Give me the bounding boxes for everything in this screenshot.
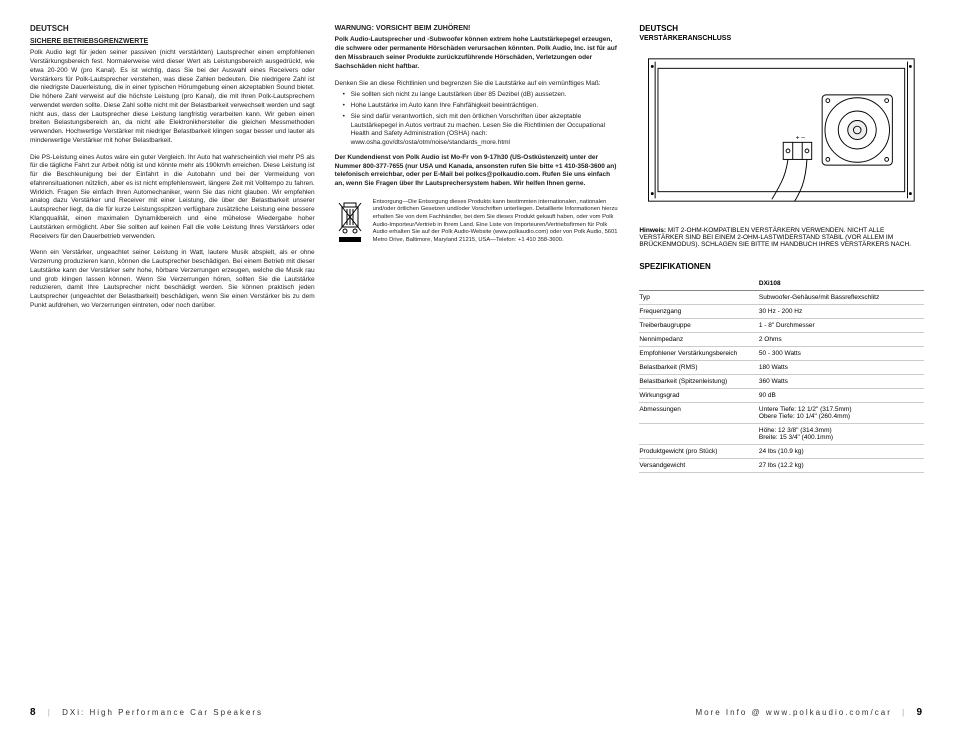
footer-right: More Info @ www.polkaudio.com/car | 9 (695, 707, 924, 718)
spec-value: 50 - 300 Watts (759, 347, 924, 361)
list-item: Hohe Lautstärke im Auto kann Ihre Fahrfä… (343, 102, 620, 111)
list-item: Sie sollten sich nicht zu lange Lautstär… (343, 91, 620, 100)
service-text: Der Kundendienst von Polk Audio ist Mo-F… (335, 154, 620, 189)
weee-icon (335, 199, 365, 263)
model-header: DXi108 (759, 277, 924, 291)
warning-text: Polk Audio-Lautsprecher und -Subwoofer k… (335, 36, 620, 71)
table-row: Frequenzgang30 Hz - 200 Hz (639, 305, 924, 319)
table-row: Höhe: 12 3/8" (314.3mm) Breite: 15 3/4" … (639, 424, 924, 445)
column-2: Warnung: Vorsicht beim Zuhören! Polk Aud… (335, 24, 620, 473)
column-3: Deutsch Verstärkeranschluss (639, 24, 924, 473)
bullet-list: Sie sollten sich nicht zu lange Lautstär… (335, 91, 620, 148)
footer-url: More Info @ www.polkaudio.com/car (695, 708, 891, 717)
disposal-block: Entsorgung—Die Entsorgung dieses Produkt… (335, 199, 620, 263)
body-text: Die PS-Leistung eines Autos wäre ein gut… (30, 154, 315, 242)
body-text: Wenn ein Verstärker, ungeachtet seiner L… (30, 249, 315, 310)
table-row: Belastbarkeit (RMS)180 Watts (639, 361, 924, 375)
note-label: Hinweis: (639, 227, 666, 234)
spec-key: Frequenzgang (639, 305, 759, 319)
column-1: Deutsch Sichere Betriebsgrenzwerte Polk … (30, 24, 315, 473)
page-number-right: 9 (916, 707, 924, 718)
spec-key: Nennimpedanz (639, 333, 759, 347)
body-text: Polk Audio legt für jeden seiner passive… (30, 49, 315, 145)
spec-key: Versandgewicht (639, 459, 759, 473)
section-heading: Verstärkeranschluss (639, 35, 924, 42)
spec-value: 27 lbs (12.2 kg) (759, 459, 924, 473)
spec-key: Typ (639, 291, 759, 305)
spec-heading: Spezifikationen (639, 262, 924, 271)
spec-value: Höhe: 12 3/8" (314.3mm) Breite: 15 3/4" … (759, 424, 924, 445)
body-text: Denken Sie an diese Richtlinien und begr… (335, 80, 620, 89)
spec-key: Belastbarkeit (Spitzenleistung) (639, 375, 759, 389)
spec-value: Untere Tiefe: 12 1/2" (317.5mm) Obere Ti… (759, 403, 924, 424)
table-row: Wirkungsgrad90 dB (639, 389, 924, 403)
table-row: Treiberbaugruppe1 - 8" Durchmesser (639, 319, 924, 333)
spec-value: 2 Ohms (759, 333, 924, 347)
page-spread: Deutsch Sichere Betriebsgrenzwerte Polk … (0, 0, 954, 483)
note-text: Hinweis: Mit 2-Ohm-kompatiblen Verstärke… (639, 227, 924, 248)
table-row: Empfohlener Verstärkungsbereich50 - 300 … (639, 347, 924, 361)
list-item: Sie sind dafür verantwortlich, sich mit … (343, 113, 620, 148)
spec-table: DXi108 TypSubwoofer-Gehäuse/mit Bassrefl… (639, 277, 924, 473)
table-row: TypSubwoofer-Gehäuse/mit Bassreflexschli… (639, 291, 924, 305)
table-row: Produktgewicht (pro Stück)24 lbs (10.9 k… (639, 445, 924, 459)
page-number-left: 8 (30, 707, 38, 718)
spec-value: 24 lbs (10.9 kg) (759, 445, 924, 459)
wiring-diagram: + – (639, 45, 924, 215)
table-row: AbmessungenUntere Tiefe: 12 1/2" (317.5m… (639, 403, 924, 424)
spec-value: 90 dB (759, 389, 924, 403)
table-row: Nennimpedanz2 Ohms (639, 333, 924, 347)
spec-key: Belastbarkeit (RMS) (639, 361, 759, 375)
note-body: Mit 2-Ohm-kompatiblen Verstärkern verwen… (639, 227, 911, 248)
disposal-text: Entsorgung—Die Entsorgung dieses Produkt… (373, 199, 620, 263)
footer-title: DXi: High Performance Car Speakers (62, 708, 263, 717)
spec-key: Treiberbaugruppe (639, 319, 759, 333)
spec-value: 1 - 8" Durchmesser (759, 319, 924, 333)
table-row: Versandgewicht27 lbs (12.2 kg) (639, 459, 924, 473)
lang-heading: Deutsch (639, 24, 924, 33)
spec-value: Subwoofer-Gehäuse/mit Bassreflexschlitz (759, 291, 924, 305)
spec-key (639, 424, 759, 445)
footer: 8 | DXi: High Performance Car Speakers M… (0, 707, 954, 718)
spec-value: 30 Hz - 200 Hz (759, 305, 924, 319)
footer-left: 8 | DXi: High Performance Car Speakers (30, 707, 263, 718)
spec-key: Abmessungen (639, 403, 759, 424)
spec-value: 360 Watts (759, 375, 924, 389)
lang-heading: Deutsch (30, 24, 315, 35)
warning-heading: Warnung: Vorsicht beim Zuhören! (335, 24, 620, 33)
table-row: Belastbarkeit (Spitzenleistung)360 Watts (639, 375, 924, 389)
section-heading: Sichere Betriebsgrenzwerte (30, 37, 315, 46)
spec-key: Empfohlener Verstärkungsbereich (639, 347, 759, 361)
spec-key: Wirkungsgrad (639, 389, 759, 403)
spec-key: Produktgewicht (pro Stück) (639, 445, 759, 459)
spec-value: 180 Watts (759, 361, 924, 375)
svg-text:+ –: + – (796, 134, 806, 141)
